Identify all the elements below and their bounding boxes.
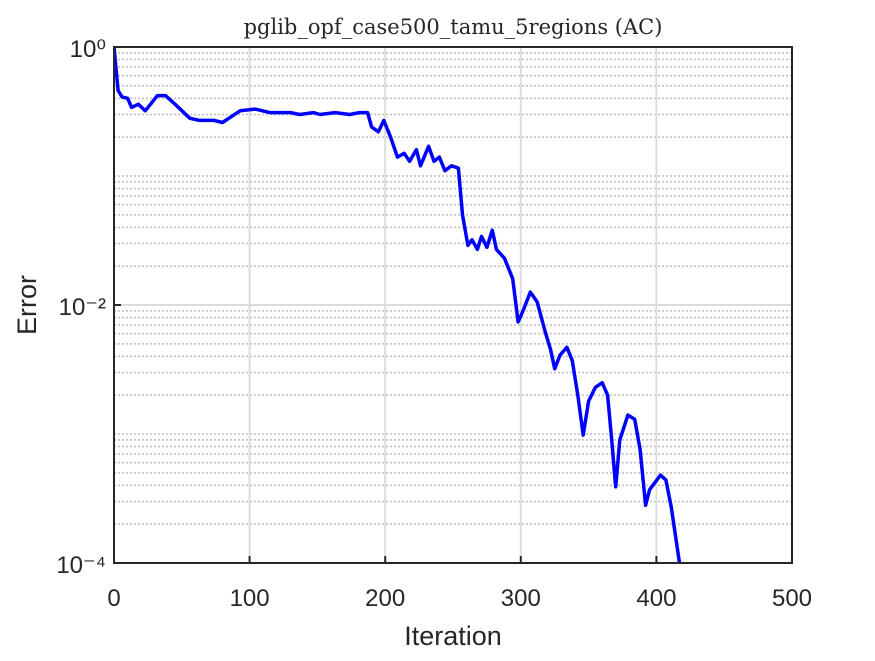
x-tick-label: 300	[501, 585, 541, 612]
x-tick-label: 400	[636, 585, 676, 612]
y-axis-label: Error	[12, 275, 42, 335]
x-axis-label: Iteration	[404, 621, 502, 651]
plot-area	[114, 47, 682, 563]
data-line	[114, 47, 682, 563]
grid	[113, 46, 793, 564]
x-tick-label: 0	[107, 585, 120, 612]
ticks: 0 100 200 300 400 500 10⁻⁴ 10⁻² 10⁰	[56, 36, 812, 612]
y-tick-label: 10⁰	[70, 36, 106, 63]
chart-title: pglib_opf_case500_tamu_5regions (AC)	[244, 15, 663, 39]
x-tick-label: 500	[772, 585, 812, 612]
x-tick-label: 200	[365, 585, 405, 612]
y-tick-label: 10⁻²	[59, 294, 106, 321]
y-tick-label: 10⁻⁴	[56, 552, 106, 579]
x-tick-label: 100	[230, 585, 270, 612]
